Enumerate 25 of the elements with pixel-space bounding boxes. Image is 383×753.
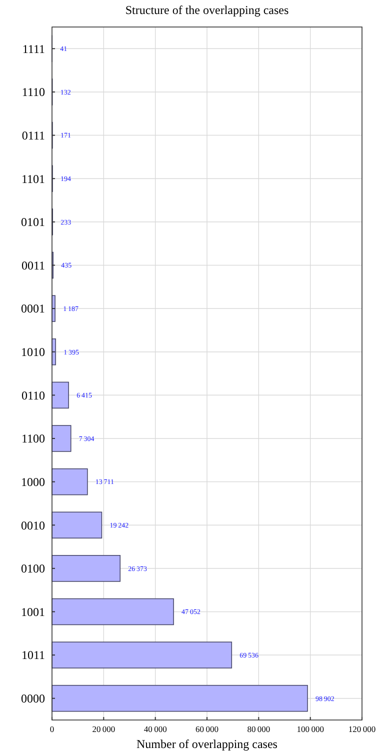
x-tick-label: 40 000 [144, 724, 167, 734]
y-tick-label: 1101 [21, 172, 45, 186]
chart-title: Structure of the overlapping cases [125, 3, 289, 17]
y-tick-label: 1100 [21, 432, 45, 446]
x-tick-label: 120 000 [348, 724, 376, 734]
y-tick-label: 1011 [21, 648, 45, 662]
y-tick-label: 1000 [21, 474, 45, 489]
x-tick-label: 80 000 [247, 724, 270, 734]
y-tick-label: 0010 [21, 518, 45, 532]
x-axis-title: Number of overlapping cases [136, 737, 278, 751]
y-tick-label: 0001 [21, 302, 45, 316]
x-tick-label: 20 000 [92, 724, 116, 734]
x-tick-label: 60 000 [196, 724, 218, 734]
y-tick-label: 1001 [21, 604, 45, 619]
y-tick-label: 0100 [21, 562, 45, 576]
y-tick-label: 0011 [21, 258, 45, 272]
y-tick-label: 1010 [21, 345, 45, 360]
y-tick-label: 0101 [21, 215, 45, 230]
y-tick-label: 0000 [21, 692, 45, 706]
y-tick-label: 0111 [22, 128, 45, 142]
x-tick-label: 100 000 [296, 724, 324, 734]
x-tick-label: 0 [50, 724, 54, 734]
y-tick-label: 1110 [22, 85, 45, 100]
y-tick-label: 0110 [21, 388, 45, 402]
y-tick-label: 1111 [22, 42, 45, 56]
